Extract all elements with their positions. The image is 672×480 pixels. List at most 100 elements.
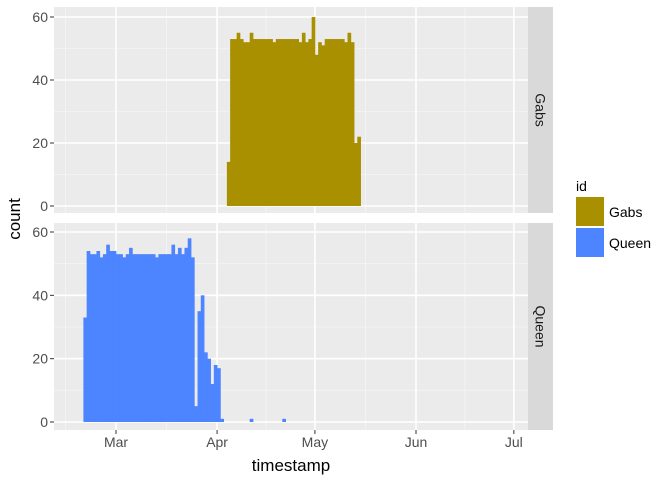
histogram-bar [318,42,322,207]
y-tick-label: 40 [32,72,48,88]
histogram-bar [357,136,361,206]
histogram-bar [347,32,352,206]
histogram-bar [298,42,303,207]
y-tick-label: 20 [32,351,48,367]
histogram-bar [308,39,313,206]
histogram-bar [148,254,153,422]
x-axis: Mar Apr May Jun Jul [104,430,523,450]
y-axis-gabs: 0 20 40 60 [32,9,54,214]
histogram-bar [337,39,342,206]
histogram-bar [256,39,260,206]
histogram-bar [106,244,110,422]
histogram-bar [239,39,244,206]
histogram-bar [93,254,97,422]
histogram-bar [259,39,264,206]
histogram-bar [151,254,156,422]
y-tick-label: 0 [40,414,48,430]
histogram-bar [282,39,286,206]
strip-label-gabs: Gabs [533,93,549,126]
histogram-bar [288,39,293,206]
histogram-bar [99,257,104,422]
histogram-bar [194,406,198,422]
histogram-bar [226,161,231,206]
facet-queen: Queen 0 20 40 60 [32,223,553,430]
histogram-bar [191,257,195,422]
histogram-bar [177,247,182,422]
legend-key-gabs [576,197,604,226]
histogram-bar [155,257,159,422]
x-tick-label: Mar [104,434,128,450]
y-axis-queen: 0 20 40 60 [32,224,54,430]
histogram-bar [96,251,101,422]
histogram-bar [295,39,300,206]
strip-gabs [528,7,553,213]
strip-label-queen: Queen [533,305,549,347]
histogram-bar [341,39,345,206]
histogram-bar [109,251,114,422]
histogram-bar [207,358,211,422]
histogram-bar [275,39,280,206]
histogram-bar [305,42,309,207]
histogram-bar [220,418,225,422]
histogram-bar [217,368,221,422]
histogram-bar [272,42,277,207]
histogram-bar [210,384,215,422]
histogram-bar [204,352,208,422]
histogram-bar [145,254,150,422]
histogram-bar [125,254,130,422]
histogram-bar [301,32,306,206]
histogram-bar [168,254,172,422]
histogram-bar [161,254,166,422]
histogram-bar [213,365,218,422]
histogram-bar [243,42,247,207]
histogram-bar [200,295,205,422]
histogram-bar [89,254,94,422]
histogram-bar [292,39,296,206]
histogram-bar [129,247,133,422]
histogram-bar [249,418,254,422]
histogram-bar [354,143,358,206]
histogram-bar [112,251,117,422]
histogram-bar [350,42,355,207]
histogram-bar [187,238,192,422]
histogram-bar [184,247,189,422]
histogram-bar [236,32,241,206]
histogram-bar [119,254,123,422]
y-tick-label: 60 [32,9,48,25]
legend-title: id [576,178,587,194]
y-tick-label: 0 [40,198,48,214]
histogram-bar [122,257,127,422]
histogram-bar [83,317,88,422]
histogram-bar [116,254,120,422]
legend-label-queen: Queen [609,235,651,251]
histogram-bar [269,39,273,206]
histogram-bar [314,54,319,206]
histogram-bar [266,39,270,206]
histogram-bar [102,254,107,422]
histogram-bar [158,254,163,422]
legend: id Gabs Queen [576,178,651,257]
histogram-bar [282,418,286,422]
bars-gabs [226,17,361,207]
histogram-bar [285,39,290,206]
y-axis-title: count [5,198,24,240]
x-tick-label: May [302,434,328,450]
bars-queen [83,238,286,422]
y-tick-label: 20 [32,135,48,151]
x-tick-label: Apr [206,434,228,450]
histogram-bar [171,244,176,422]
histogram-bar [174,254,179,422]
histogram-bar [181,254,185,422]
histogram-bar [262,39,267,206]
facet-gabs: Gabs 0 20 40 60 [32,7,553,214]
histogram-bar [311,17,316,206]
histogram-bar [86,251,91,422]
histogram-bar [252,39,257,206]
histogram-bar [233,39,238,206]
x-axis-title: timestamp [252,456,330,475]
legend-label-gabs: Gabs [609,204,642,220]
histogram-bar [132,254,136,422]
y-tick-label: 40 [32,287,48,303]
histogram-bar [197,311,202,422]
